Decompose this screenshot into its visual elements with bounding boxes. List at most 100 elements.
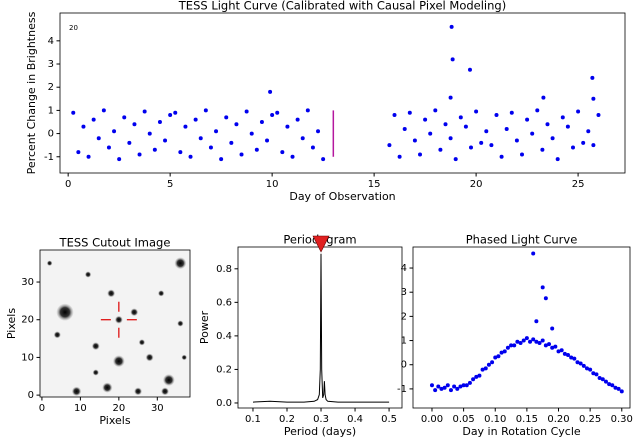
data-point [479, 140, 484, 145]
y-axis-label: Pixels [5, 308, 18, 339]
x-tick-label: 0.3 [313, 414, 329, 425]
y-tick-label: 4 [401, 263, 407, 274]
data-point [428, 131, 433, 136]
star [91, 342, 100, 350]
data-point [597, 376, 602, 381]
y-tick-label: 2 [48, 82, 54, 93]
x-tick-label: 0.2 [279, 414, 295, 425]
data-point [540, 285, 545, 290]
data-point [458, 384, 463, 389]
x-tick-label: 20 [470, 179, 483, 190]
data-point [591, 143, 596, 148]
data-point [168, 113, 173, 118]
data-point [467, 380, 472, 385]
chart-title: TESS Cutout Image [59, 236, 171, 250]
data-point [484, 129, 489, 134]
data-point [392, 113, 397, 118]
x-tick-label: 15 [368, 179, 381, 190]
data-point [489, 143, 494, 148]
star [174, 257, 187, 269]
data-point [448, 388, 453, 393]
data-point [509, 110, 514, 115]
y-axis-label: Power [198, 310, 211, 344]
data-point [412, 138, 417, 143]
x-tick-label: 0.1 [245, 414, 261, 425]
data-point [483, 366, 488, 371]
data-point [76, 150, 81, 155]
star [92, 369, 99, 376]
data-point [572, 356, 577, 361]
x-axis-label: Pixels [99, 414, 130, 427]
star [177, 320, 184, 327]
data-point [464, 383, 469, 388]
data-point [449, 24, 454, 29]
star [138, 339, 145, 346]
x-axis-label: Day in Rotation Cycle [462, 425, 581, 438]
data-point [402, 126, 407, 131]
star [145, 353, 154, 362]
data-point [600, 377, 605, 382]
data-point [101, 108, 106, 113]
data-point [550, 345, 555, 350]
panel: 0.10.20.30.40.50.00.20.40.60.8Periodogra… [198, 233, 403, 438]
data-point [586, 129, 591, 134]
data-point [295, 117, 300, 122]
plot-area [71, 24, 601, 162]
data-point [499, 350, 504, 355]
data-point [528, 339, 533, 344]
data-point [280, 150, 285, 155]
data-point [285, 124, 290, 129]
x-tick-label: 0.10 [484, 414, 506, 425]
star [107, 289, 115, 298]
data-point [310, 145, 315, 150]
x-tick-label: 0.5 [381, 414, 397, 425]
data-point [455, 386, 460, 391]
data-point [157, 119, 162, 124]
x-tick-label: 20 [112, 403, 125, 414]
data-point [203, 108, 208, 113]
data-point [471, 377, 476, 382]
data-point [429, 383, 434, 388]
data-point [458, 115, 463, 120]
data-point [559, 348, 564, 353]
y-tick-label: 10 [21, 352, 34, 363]
chart-title: TESS Light Curve (Calibrated with Causal… [178, 0, 506, 13]
data-point [450, 57, 455, 62]
data-point [163, 138, 168, 143]
data-point [562, 351, 567, 356]
x-tick-label: 0.05 [452, 414, 474, 425]
data-point [521, 338, 526, 343]
data-point [193, 117, 198, 122]
data-point [132, 122, 137, 127]
y-tick-label: -1 [44, 152, 54, 163]
data-point [387, 143, 392, 148]
data-point [486, 362, 491, 367]
y-tick-label: 0.0 [216, 398, 232, 409]
data-point [494, 113, 499, 118]
panel: 0 10 20 30 0 10 20 30 TESS Cutout Image Pixels Pix… [5, 236, 191, 427]
data-point [224, 115, 229, 120]
y-tick-label: 1 [401, 336, 407, 347]
data-point [545, 122, 550, 127]
data-point [418, 152, 423, 157]
data-point [461, 383, 466, 388]
data-point [537, 340, 542, 345]
data-point [448, 136, 453, 141]
y-tick-label: 0.8 [216, 264, 232, 275]
y-tick-label: 30 [21, 277, 34, 288]
data-point [543, 343, 548, 348]
star [85, 271, 92, 278]
y-tick-label: 0.6 [216, 297, 232, 308]
data-point [581, 140, 586, 145]
data-point [178, 150, 183, 155]
y-tick-label: 4 [48, 36, 54, 47]
x-tick-label: 10 [74, 403, 87, 414]
data-point [515, 339, 520, 344]
data-point [234, 122, 239, 127]
data-point [477, 373, 482, 378]
data-point [106, 145, 111, 150]
image-background [40, 250, 190, 397]
data-point [525, 117, 530, 122]
data-point [588, 367, 593, 372]
data-point [534, 319, 539, 324]
